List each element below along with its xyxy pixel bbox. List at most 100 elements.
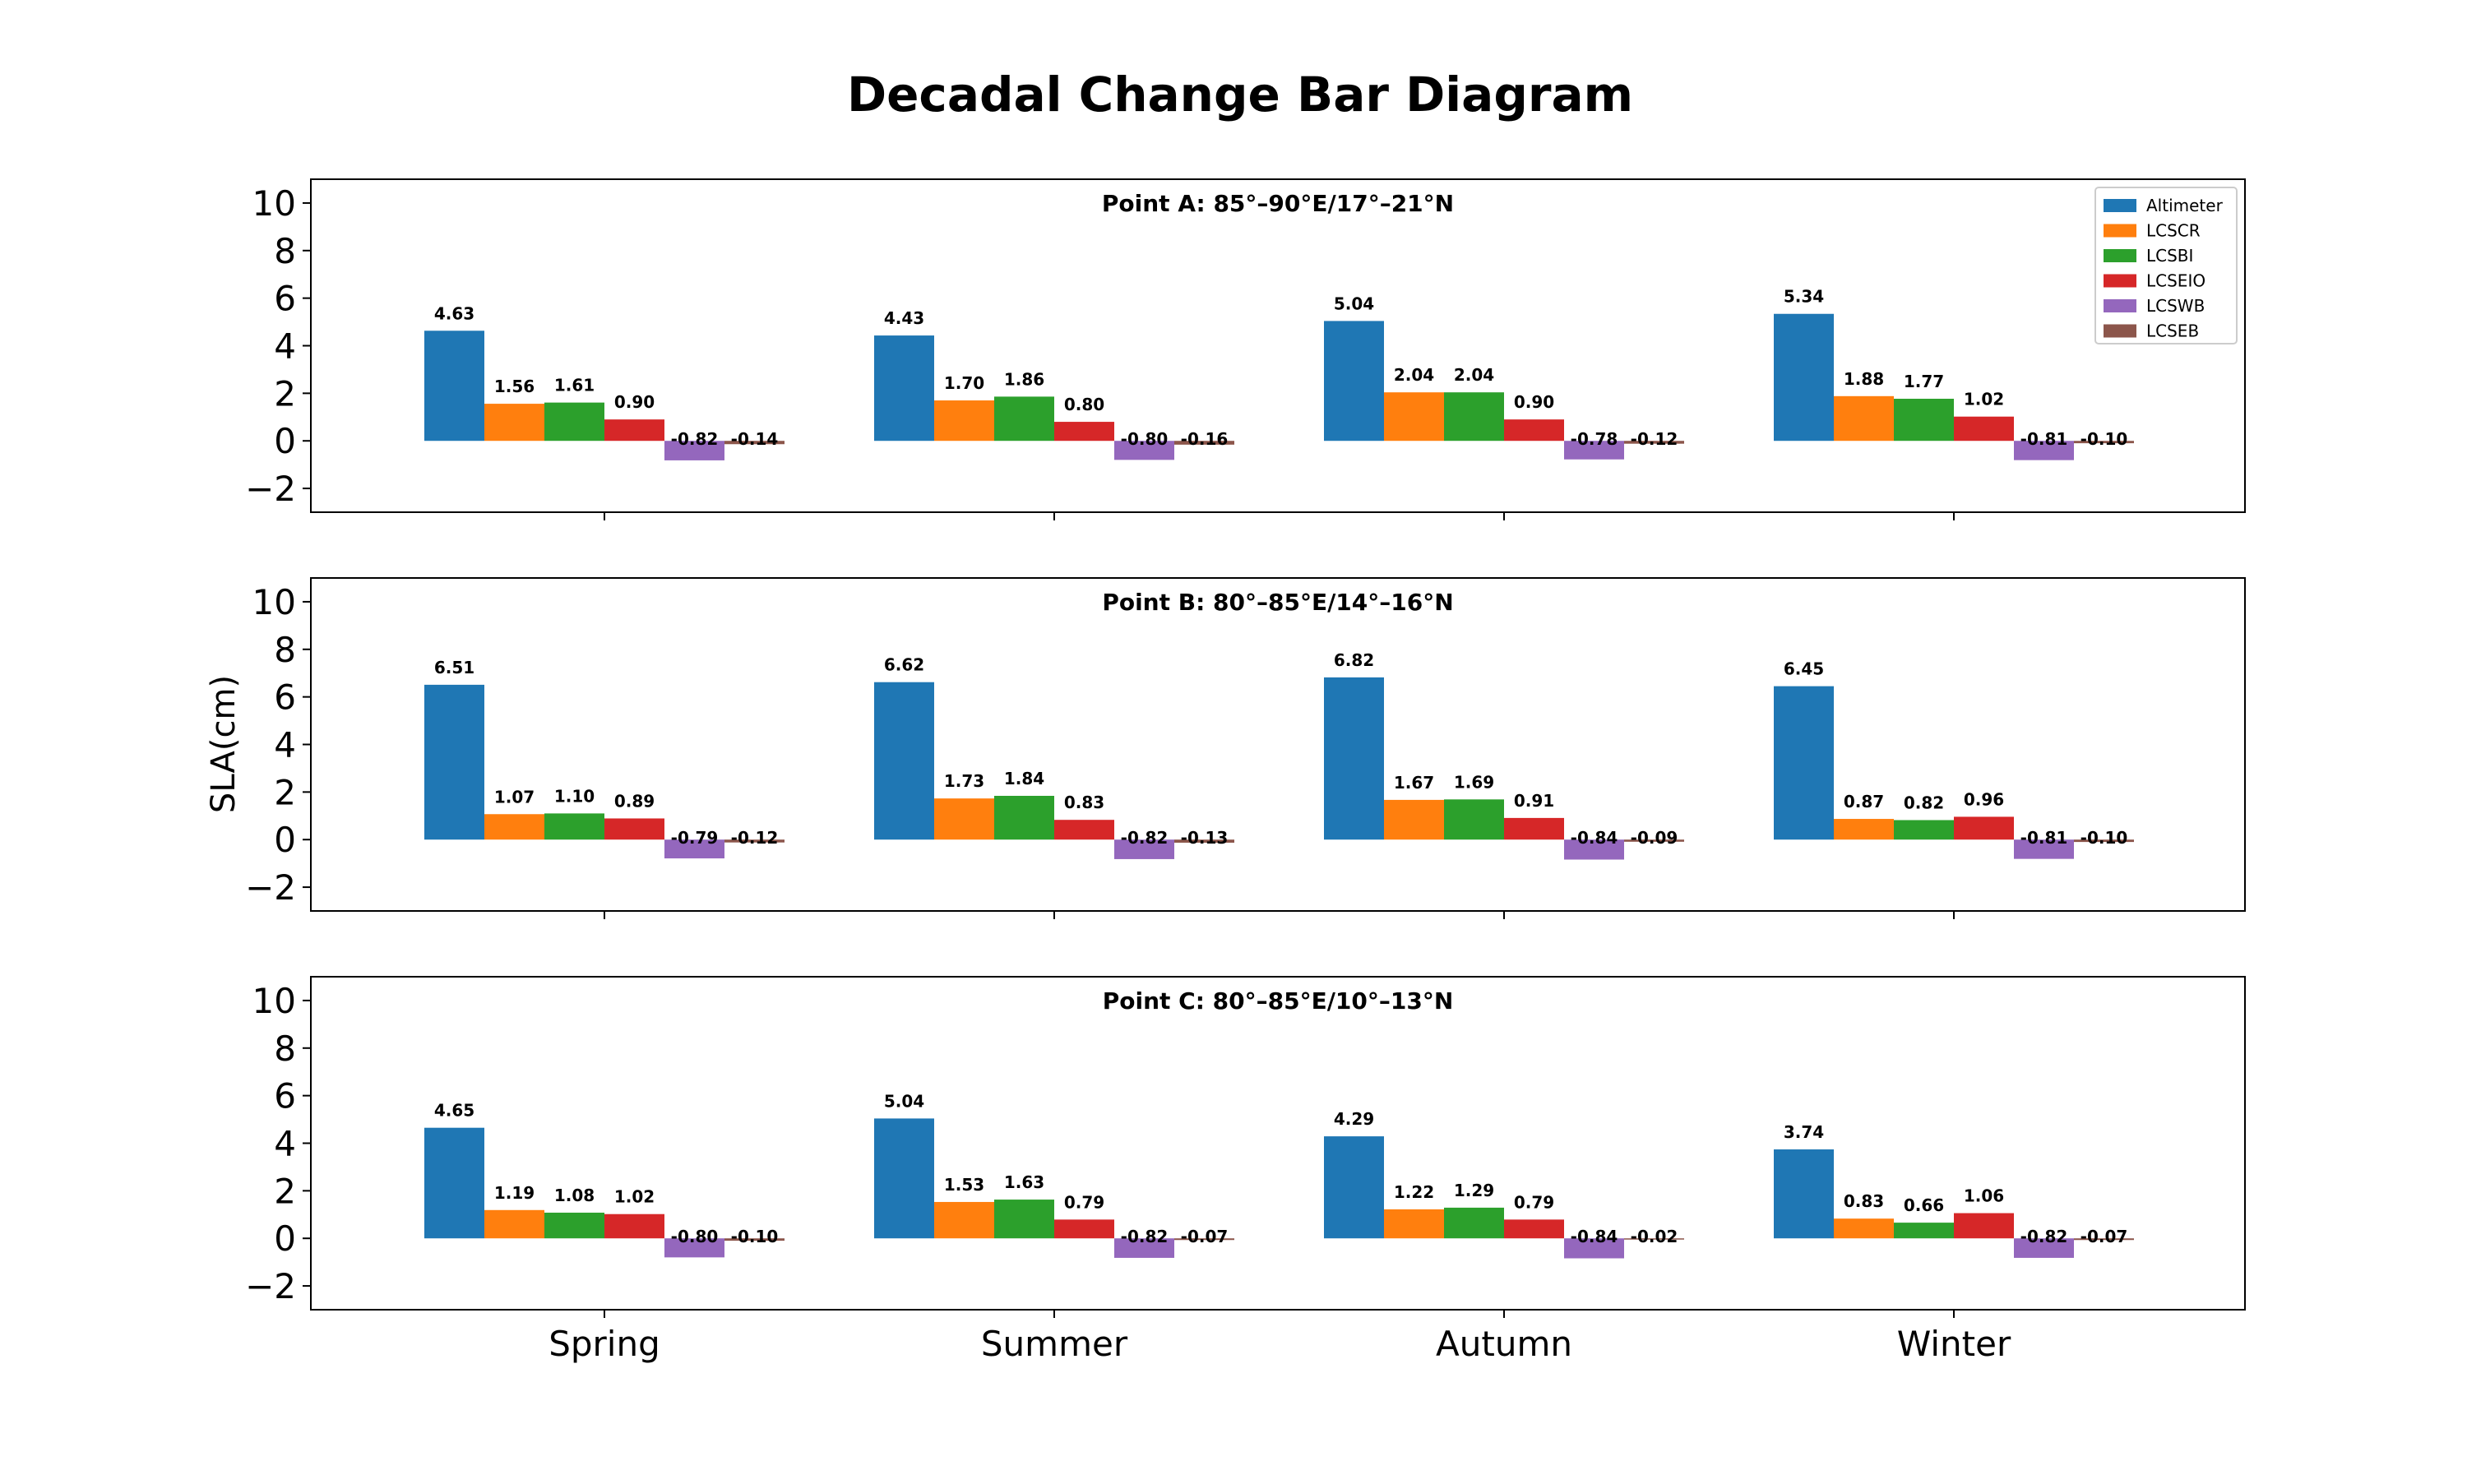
x-tick-label: Winter	[1897, 1324, 2011, 1364]
data-label: -0.02	[1631, 1227, 1678, 1246]
bar	[1174, 1238, 1234, 1241]
bar	[544, 1212, 604, 1239]
data-label: -0.13	[1181, 828, 1229, 848]
bar	[1894, 399, 1954, 442]
y-tick-label: 10	[252, 981, 296, 1021]
data-label: -0.82	[1121, 828, 1169, 848]
bar	[874, 682, 934, 840]
data-label: -0.14	[731, 429, 779, 449]
bar	[1174, 839, 1234, 843]
data-label: -0.80	[671, 1227, 719, 1246]
data-label: 5.04	[884, 1091, 924, 1111]
bar	[1624, 839, 1684, 842]
data-label: -0.81	[2020, 828, 2068, 848]
bar	[484, 814, 544, 840]
bar	[1054, 820, 1114, 840]
x-tick-label: Autumn	[1436, 1324, 1572, 1364]
bar	[2074, 441, 2134, 444]
bar	[724, 441, 785, 445]
legend-swatch	[2104, 324, 2136, 338]
panel-title: Point B: 80°–85°E/14°–16°N	[1102, 589, 1453, 616]
data-label: -0.82	[2020, 1227, 2068, 1246]
legend-swatch	[2104, 224, 2136, 238]
data-label: 1.06	[1964, 1186, 2004, 1206]
panel-title: Point C: 80°–85°E/10°–13°N	[1103, 987, 1454, 1015]
bar	[2014, 839, 2074, 859]
legend-swatch	[2104, 274, 2136, 288]
bar	[1384, 1209, 1444, 1239]
data-label: 2.04	[1454, 365, 1494, 385]
data-label: 0.79	[1064, 1192, 1104, 1212]
data-label: 1.70	[944, 373, 984, 393]
data-label: 0.89	[614, 791, 655, 811]
data-label: 1.22	[1394, 1182, 1434, 1202]
data-label: -0.10	[2081, 429, 2128, 449]
data-label: -0.09	[1631, 828, 1678, 848]
legend-swatch	[2104, 249, 2136, 262]
data-label: -0.12	[1631, 429, 1678, 449]
y-tick-label: 4	[274, 725, 296, 765]
bar	[2074, 839, 2134, 843]
bar	[1444, 392, 1504, 442]
data-label: 0.83	[1844, 1191, 1884, 1211]
bar	[724, 1238, 785, 1241]
bar	[484, 1209, 544, 1239]
bar	[1504, 1219, 1564, 1239]
data-label: -0.80	[1121, 429, 1169, 449]
bar	[1324, 1136, 1384, 1239]
bar	[604, 1214, 664, 1239]
bar	[484, 404, 544, 442]
bar	[1324, 321, 1384, 442]
data-label: 6.82	[1334, 650, 1374, 670]
bar	[1894, 1223, 1954, 1239]
y-tick-label: 10	[252, 582, 296, 622]
data-label: -0.79	[671, 828, 719, 848]
panels-layer: −2 0 2 4 6 8 10 Point A: 85°–90°E/17°–21°N 4.63 4…	[245, 178, 2246, 1364]
bar	[544, 402, 604, 442]
y-tick-label: 4	[274, 326, 296, 367]
data-label: 0.87	[1844, 792, 1884, 811]
data-label: 5.34	[1784, 287, 1824, 307]
y-tick-label: −2	[245, 469, 296, 509]
bar	[1564, 839, 1624, 860]
y-tick-label: 2	[274, 772, 296, 812]
y-tick-label: 0	[274, 421, 296, 461]
data-label: 0.79	[1514, 1192, 1554, 1212]
panel-1: −2 0 2 4 6 8 10 Point A: 85°–90°E/17°–21°N 4.63 4…	[245, 178, 2246, 520]
bar	[1834, 395, 1894, 442]
bar	[1624, 1238, 1684, 1240]
bar	[2014, 1238, 2074, 1258]
data-label: 1.61	[554, 376, 595, 395]
bar	[994, 396, 1054, 442]
data-label: 6.51	[434, 658, 474, 677]
bar	[1444, 1207, 1504, 1239]
y-tick-label: 8	[274, 231, 296, 271]
y-tick-label: 0	[274, 1218, 296, 1259]
bar	[1834, 1218, 1894, 1239]
data-label: -0.84	[1571, 1227, 1618, 1246]
data-label: 3.74	[1784, 1122, 1824, 1142]
data-label: 1.02	[1964, 390, 2004, 409]
panel-2: −2 0 2 4 6 8 10 Point B: 80°–85°E/14°–16°N 6.51 6…	[245, 577, 2246, 919]
data-label: 0.91	[1514, 791, 1554, 811]
legend-label: LCSEB	[2146, 321, 2199, 341]
data-label: -0.10	[731, 1227, 779, 1246]
bar	[1384, 392, 1444, 442]
data-label: 1.08	[554, 1186, 595, 1205]
chart-title: Decadal Change Bar Diagram	[847, 67, 1633, 123]
legend-swatch	[2104, 199, 2136, 212]
panel-title: Point A: 85°–90°E/17°–21°N	[1102, 190, 1454, 217]
bar	[1114, 1238, 1174, 1258]
data-label: 1.67	[1394, 773, 1434, 793]
y-axis-label: SLA(cm)	[205, 675, 243, 813]
legend-label: LCSEIO	[2146, 271, 2205, 291]
data-label: 0.83	[1064, 793, 1104, 812]
data-label: -0.16	[1181, 429, 1229, 449]
bar	[1504, 419, 1564, 442]
bar	[1054, 422, 1114, 442]
bar	[934, 1201, 994, 1239]
bar	[1954, 1213, 2014, 1239]
panel-3: −2 0 2 4 6 8 10 Point C: 80°–85°E/10°–13°N 4.65 5…	[245, 976, 2246, 1364]
bar	[1324, 677, 1384, 840]
